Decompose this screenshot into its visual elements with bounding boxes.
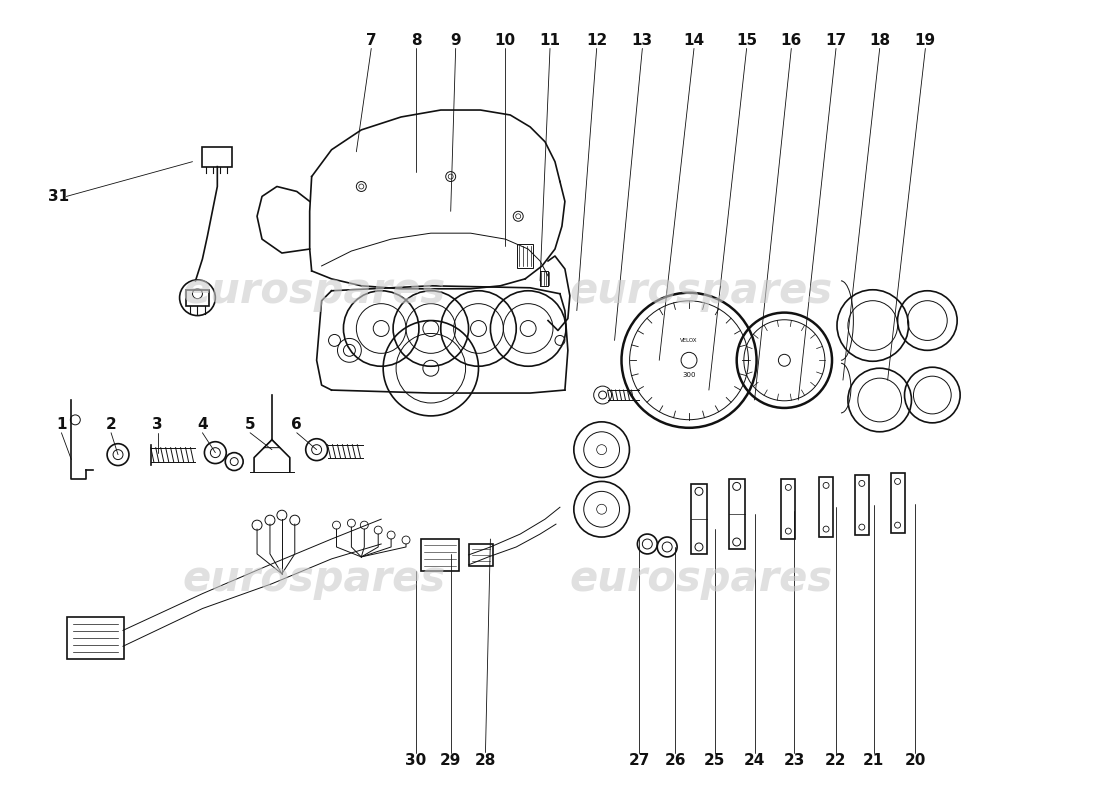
Text: 15: 15 bbox=[736, 33, 757, 48]
Text: 1: 1 bbox=[56, 418, 67, 432]
Text: 25: 25 bbox=[704, 753, 726, 768]
Text: eurospares: eurospares bbox=[570, 558, 833, 600]
FancyBboxPatch shape bbox=[202, 146, 232, 166]
Text: 21: 21 bbox=[864, 753, 884, 768]
Text: 31: 31 bbox=[48, 189, 69, 204]
Text: 7: 7 bbox=[366, 33, 376, 48]
FancyBboxPatch shape bbox=[728, 479, 745, 549]
Text: 3: 3 bbox=[153, 418, 163, 432]
FancyBboxPatch shape bbox=[855, 475, 869, 535]
Text: 29: 29 bbox=[440, 753, 461, 768]
Text: VELOX: VELOX bbox=[680, 338, 697, 343]
Text: 27: 27 bbox=[629, 753, 650, 768]
FancyBboxPatch shape bbox=[421, 539, 459, 571]
Text: 13: 13 bbox=[631, 33, 653, 48]
Text: 6: 6 bbox=[292, 418, 302, 432]
Text: 5: 5 bbox=[245, 418, 255, 432]
FancyBboxPatch shape bbox=[517, 244, 534, 268]
Text: 8: 8 bbox=[410, 33, 421, 48]
Text: 2: 2 bbox=[106, 418, 117, 432]
FancyBboxPatch shape bbox=[469, 544, 494, 566]
Text: 26: 26 bbox=[664, 753, 686, 768]
Text: 12: 12 bbox=[586, 33, 607, 48]
Text: 17: 17 bbox=[825, 33, 847, 48]
FancyBboxPatch shape bbox=[820, 478, 833, 537]
FancyBboxPatch shape bbox=[186, 290, 209, 306]
Text: eurospares: eurospares bbox=[570, 270, 833, 312]
Text: 300: 300 bbox=[682, 372, 696, 378]
FancyBboxPatch shape bbox=[781, 479, 795, 539]
Text: 20: 20 bbox=[905, 753, 926, 768]
FancyBboxPatch shape bbox=[891, 474, 904, 533]
Text: 24: 24 bbox=[744, 753, 766, 768]
Text: 30: 30 bbox=[405, 753, 427, 768]
Text: eurospares: eurospares bbox=[183, 270, 446, 312]
Text: 11: 11 bbox=[539, 33, 561, 48]
Text: eurospares: eurospares bbox=[183, 558, 446, 600]
Text: 16: 16 bbox=[781, 33, 802, 48]
Text: 10: 10 bbox=[495, 33, 516, 48]
FancyBboxPatch shape bbox=[67, 618, 124, 659]
Text: 28: 28 bbox=[475, 753, 496, 768]
Text: 9: 9 bbox=[450, 33, 461, 48]
Text: 19: 19 bbox=[915, 33, 936, 48]
Text: 22: 22 bbox=[825, 753, 847, 768]
FancyBboxPatch shape bbox=[691, 485, 707, 554]
Text: 23: 23 bbox=[783, 753, 805, 768]
Text: 14: 14 bbox=[683, 33, 705, 48]
Text: 18: 18 bbox=[869, 33, 890, 48]
Text: 4: 4 bbox=[197, 418, 208, 432]
